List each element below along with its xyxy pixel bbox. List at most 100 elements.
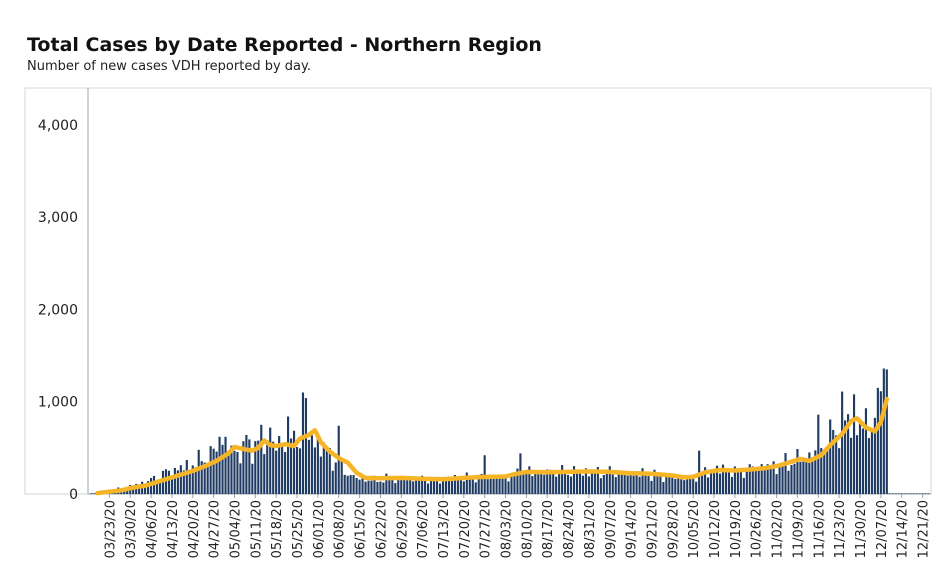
bar: [578, 470, 582, 494]
x-tick-label: 06/01/20: [312, 500, 327, 558]
bar: [602, 475, 605, 494]
bar: [897, 493, 900, 494]
bar: [126, 488, 129, 494]
bar: [263, 454, 266, 494]
bar: [292, 430, 296, 494]
bar: [584, 468, 588, 494]
bar: [832, 429, 835, 494]
bar: [784, 453, 787, 494]
bar: [909, 493, 912, 494]
bar: [93, 493, 96, 494]
bar: [200, 461, 203, 494]
bar: [334, 462, 337, 494]
bar: [367, 480, 370, 494]
bar: [808, 452, 811, 494]
bar: [453, 474, 456, 494]
bar: [867, 438, 870, 494]
bar: [322, 442, 325, 494]
bar: [558, 472, 561, 494]
bar: [689, 475, 692, 494]
bar: [480, 474, 483, 494]
bar: [325, 450, 328, 494]
bar: [429, 478, 433, 494]
bar: [432, 477, 436, 494]
bar: [388, 478, 391, 494]
bar: [346, 475, 349, 494]
bar: [736, 468, 739, 494]
bar: [849, 437, 853, 494]
x-tick-label: 06/22/20: [374, 500, 389, 558]
bar: [668, 477, 671, 494]
bar: [906, 493, 909, 494]
bar: [873, 417, 876, 494]
bar: [781, 463, 784, 494]
average-line: [95, 396, 890, 496]
bar: [632, 475, 635, 494]
bar: [370, 480, 373, 494]
x-tick-label: 04/13/20: [166, 500, 181, 558]
bar: [355, 478, 358, 494]
bar: [403, 477, 406, 494]
bar: [468, 476, 471, 494]
bar: [623, 472, 626, 494]
bar: [406, 480, 409, 494]
bar: [486, 479, 489, 494]
bar: [424, 479, 427, 494]
bar: [927, 493, 930, 494]
bar: [301, 392, 305, 494]
bar: [790, 465, 793, 494]
x-tick-labels: 03/23/20 03/30/20 04/06/20 04/13/20 04/20/20…: [103, 494, 932, 558]
bar: [724, 471, 728, 494]
x-tick-label: 04/20/20: [187, 500, 202, 558]
bar: [823, 452, 826, 494]
bar: [188, 470, 191, 494]
bar: [561, 465, 564, 494]
bar: [447, 476, 450, 494]
bar: [811, 457, 814, 494]
bar: [721, 464, 725, 494]
bar: [421, 475, 424, 494]
bar: [471, 478, 474, 494]
bar: [438, 483, 442, 494]
bar: [456, 479, 459, 494]
bar: [492, 475, 495, 494]
bar: [358, 479, 361, 494]
bar: [441, 478, 445, 494]
bar: [769, 466, 772, 494]
bar: [295, 447, 299, 494]
y-tick-label: 1,000: [38, 395, 78, 411]
bar: [194, 467, 197, 494]
bar: [155, 480, 159, 494]
bar: [444, 480, 448, 494]
x-tick-label: 10/19/20: [729, 500, 744, 558]
bar: [522, 473, 525, 494]
bar: [641, 468, 644, 494]
bar: [757, 470, 760, 494]
x-tick-label: 11/02/20: [771, 500, 786, 558]
bar: [495, 478, 498, 494]
x-tick-label: 11/09/20: [791, 500, 806, 558]
x-tick-label: 04/06/20: [145, 500, 160, 558]
x-tick-label: 05/04/20: [229, 500, 244, 558]
x-tick-label: 09/07/20: [604, 500, 619, 558]
bar: [266, 440, 269, 494]
bar: [257, 440, 260, 494]
bar: [704, 467, 707, 494]
bar: [879, 391, 882, 494]
bar: [540, 470, 543, 494]
bar: [683, 480, 686, 494]
bar: [275, 450, 278, 494]
bar: [260, 424, 263, 494]
bar: [525, 473, 528, 494]
bar: [239, 463, 242, 494]
bar: [900, 493, 903, 494]
average-line-series: [95, 396, 890, 496]
bar: [707, 477, 710, 494]
bar: [778, 465, 781, 494]
x-tick-label: 12/07/20: [875, 500, 890, 558]
bar: [376, 481, 379, 494]
bar: [787, 470, 790, 494]
bar: [316, 435, 319, 494]
bar: [742, 477, 745, 494]
bar: [763, 468, 766, 494]
